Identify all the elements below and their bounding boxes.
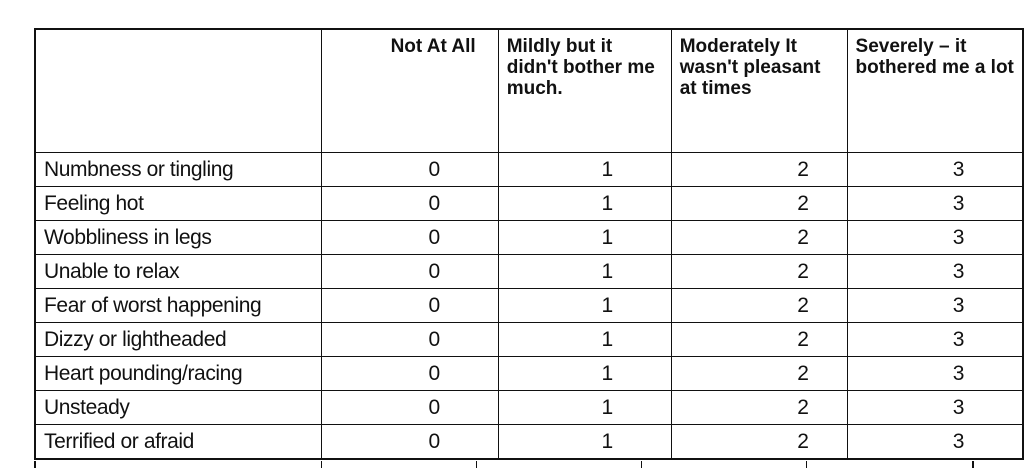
score-cell: 0 — [321, 186, 499, 221]
score-cell: 0 — [321, 322, 499, 357]
score-cell: 3 — [846, 152, 1024, 187]
score-cell: 1 — [497, 390, 672, 425]
score-cell: 1 — [497, 220, 672, 255]
score-cell: 3 — [846, 288, 1024, 323]
score-cell: 3 — [846, 254, 1024, 289]
row-label: Fear of worst happening — [34, 288, 323, 323]
score-cell: 3 — [846, 356, 1024, 391]
table-row: Unsteady 0 1 2 3 — [34, 390, 1024, 425]
table-row: Terrified or afraid 0 1 2 3 — [34, 424, 1024, 460]
score-cell: 1 — [497, 356, 672, 391]
score-cell: 1 — [497, 424, 672, 460]
score-cell: 0 — [321, 152, 499, 187]
row-label: Terrified or afraid — [34, 424, 323, 460]
score-cell: 1 — [497, 254, 672, 289]
score-cell: 3 — [846, 390, 1024, 425]
score-cell: 0 — [321, 424, 499, 460]
score-cell: 2 — [670, 356, 848, 391]
score-cell: 2 — [670, 186, 848, 221]
header-not-at-all: Not At All — [321, 28, 499, 153]
score-cell: 2 — [670, 322, 848, 357]
row-label: Heart pounding/racing — [34, 356, 323, 391]
row-label: Numbness or tingling — [34, 152, 323, 187]
table-row: Feeling hot 0 1 2 3 — [34, 186, 1024, 221]
score-cell: 3 — [846, 186, 1024, 221]
score-cell: 0 — [321, 356, 499, 391]
row-label: Dizzy or lightheaded — [34, 322, 323, 357]
symptom-rating-table: Not At All Mildly but it didn't bother m… — [34, 28, 1024, 460]
table-row: Heart pounding/racing 0 1 2 3 — [34, 356, 1024, 391]
header-severely: Severely – it bothered me a lot — [846, 28, 1024, 153]
header-blank — [34, 28, 323, 153]
score-cell: 1 — [497, 288, 672, 323]
score-cell: 2 — [670, 390, 848, 425]
table-row: Numbness or tingling 0 1 2 3 — [34, 152, 1024, 187]
score-cell: 2 — [670, 152, 848, 187]
score-cell: 2 — [670, 424, 848, 460]
row-label: Wobbliness in legs — [34, 220, 323, 255]
score-cell: 3 — [846, 322, 1024, 357]
row-label: Feeling hot — [34, 186, 323, 221]
header-row: Not At All Mildly but it didn't bother m… — [34, 28, 1024, 153]
score-cell: 2 — [670, 220, 848, 255]
score-cell: 0 — [321, 288, 499, 323]
score-cell: 3 — [846, 424, 1024, 460]
table-row: Dizzy or lightheaded 0 1 2 3 — [34, 322, 1024, 357]
header-mildly: Mildly but it didn't bother me much. — [497, 28, 672, 153]
score-cell: 1 — [497, 186, 672, 221]
table-row: Wobbliness in legs 0 1 2 3 — [34, 220, 1024, 255]
score-cell: 0 — [321, 390, 499, 425]
table-row: Fear of worst happening 0 1 2 3 — [34, 288, 1024, 323]
table-row: Unable to relax 0 1 2 3 — [34, 254, 1024, 289]
row-label: Unsteady — [34, 390, 323, 425]
header-moderately: Moderately It wasn't pleasant at times — [670, 28, 848, 153]
score-cell: 2 — [670, 288, 848, 323]
score-cell: 0 — [321, 220, 499, 255]
score-cell: 2 — [670, 254, 848, 289]
score-cell: 0 — [321, 254, 499, 289]
score-cell: 3 — [846, 220, 1024, 255]
next-row-stub — [34, 461, 974, 468]
score-cell: 1 — [497, 152, 672, 187]
row-label: Unable to relax — [34, 254, 323, 289]
score-cell: 1 — [497, 322, 672, 357]
